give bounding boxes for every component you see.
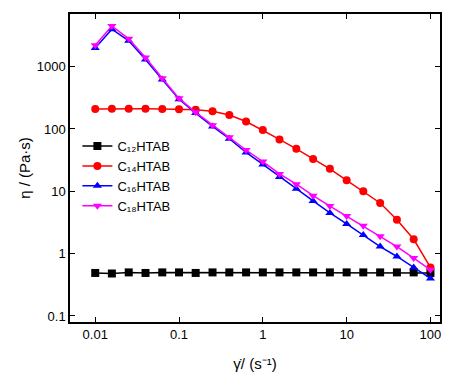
svg-text:C₁₄HTAB: C₁₄HTAB [117, 159, 170, 174]
svg-text:0.01: 0.01 [83, 327, 108, 342]
svg-text:100: 100 [44, 122, 66, 137]
svg-text:100: 100 [420, 327, 442, 342]
svg-text:C₁₈HTAB: C₁₈HTAB [117, 199, 170, 214]
svg-text:1: 1 [259, 327, 266, 342]
svg-text:1000: 1000 [37, 59, 66, 74]
svg-text:C₁₂HTAB: C₁₂HTAB [117, 139, 170, 154]
svg-text:10: 10 [339, 327, 353, 342]
svg-text:η / (Pa·s): η / (Pa·s) [16, 137, 33, 199]
svg-text:0.1: 0.1 [48, 309, 66, 324]
svg-text:1: 1 [58, 246, 65, 261]
svg-text:0.1: 0.1 [170, 327, 188, 342]
svg-text:10: 10 [51, 184, 65, 199]
svg-text:C₁₆HTAB: C₁₆HTAB [117, 179, 170, 194]
svg-text:γ̇/ (s⁻¹): γ̇/ (s⁻¹) [233, 355, 276, 372]
